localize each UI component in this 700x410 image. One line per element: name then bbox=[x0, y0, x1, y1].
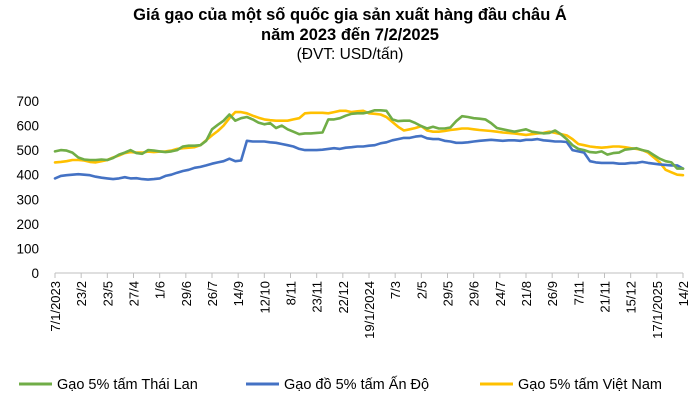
series-line-1 bbox=[53, 134, 685, 181]
y-tick-label: 200 bbox=[16, 217, 39, 232]
y-tick-label: 0 bbox=[31, 266, 39, 281]
x-tick-label: 21/11 bbox=[598, 281, 613, 313]
x-tick-label: 23/2 bbox=[74, 281, 89, 306]
series-line-2 bbox=[53, 109, 685, 177]
y-axis: 0 100 200 300 400 500 600 700 bbox=[16, 94, 39, 281]
x-tick-label: 1/6 bbox=[153, 281, 168, 299]
y-tick-label: 400 bbox=[16, 168, 39, 183]
x-tick-label: 7/1/2023 bbox=[48, 281, 63, 332]
chart-title-line-2: năm 2023 đến 7/2/2025 bbox=[261, 26, 439, 44]
x-tick-label: 14/9 bbox=[231, 281, 246, 306]
x-axis: 7/1/2023 23/2 23/5 27/4 1/6 29/6 26/7 14/9 12/10… bbox=[48, 272, 691, 339]
x-tick-label: 19/1/2024 bbox=[362, 281, 377, 339]
y-tick-label: 500 bbox=[16, 143, 39, 158]
x-tick-label: 29/6 bbox=[179, 281, 194, 306]
x-tick-label: 26/9 bbox=[545, 281, 560, 306]
x-tick-label: 12/10 bbox=[257, 281, 272, 314]
x-tick-label: 26/7 bbox=[205, 281, 220, 306]
chart-title-line-1: Giá gạo của một số quốc gia sản xuất hàn… bbox=[133, 6, 567, 24]
x-tick-label: 29/5 bbox=[441, 281, 456, 306]
legend-label-1: Gạo đồ 5% tấm Ấn Độ bbox=[284, 376, 429, 393]
x-tick-label: 21/8 bbox=[519, 281, 534, 306]
series-layer bbox=[53, 109, 685, 181]
series-line-0 bbox=[53, 109, 685, 170]
legend-label-0: Gạo 5% tấm Thái Lan bbox=[57, 377, 198, 393]
x-tick-label: 2/5 bbox=[414, 281, 429, 299]
x-tick-label: 7/11 bbox=[571, 281, 586, 305]
x-tick-label: 22/12 bbox=[336, 281, 351, 314]
y-tick-label: 300 bbox=[16, 192, 39, 207]
x-tick-label: 8/11 bbox=[284, 281, 299, 305]
x-tick-label: 23/5 bbox=[100, 281, 115, 306]
x-tick-label: 23/11 bbox=[310, 281, 325, 313]
x-tick-label: 15/12 bbox=[624, 281, 639, 314]
x-tick-label: 29/6 bbox=[467, 281, 482, 306]
x-tick-label: 14/2 bbox=[676, 281, 691, 306]
y-tick-label: 600 bbox=[16, 119, 39, 134]
y-tick-label: 700 bbox=[16, 94, 39, 109]
legend: Gạo 5% tấm Thái Lan Gạo đồ 5% tấm Ấn Độ Gạ… bbox=[19, 376, 662, 393]
x-tick-label: 17/1/2025 bbox=[650, 281, 665, 339]
x-tick-label: 24/7 bbox=[493, 281, 508, 306]
x-tick-label: 27/4 bbox=[127, 281, 142, 306]
y-tick-label: 100 bbox=[16, 241, 39, 256]
legend-label-2: Gạo 5% tấm Việt Nam bbox=[518, 377, 662, 393]
chart-subtitle: (ĐVT: USD/tấn) bbox=[296, 46, 404, 63]
x-tick-label: 7/3 bbox=[388, 281, 403, 299]
